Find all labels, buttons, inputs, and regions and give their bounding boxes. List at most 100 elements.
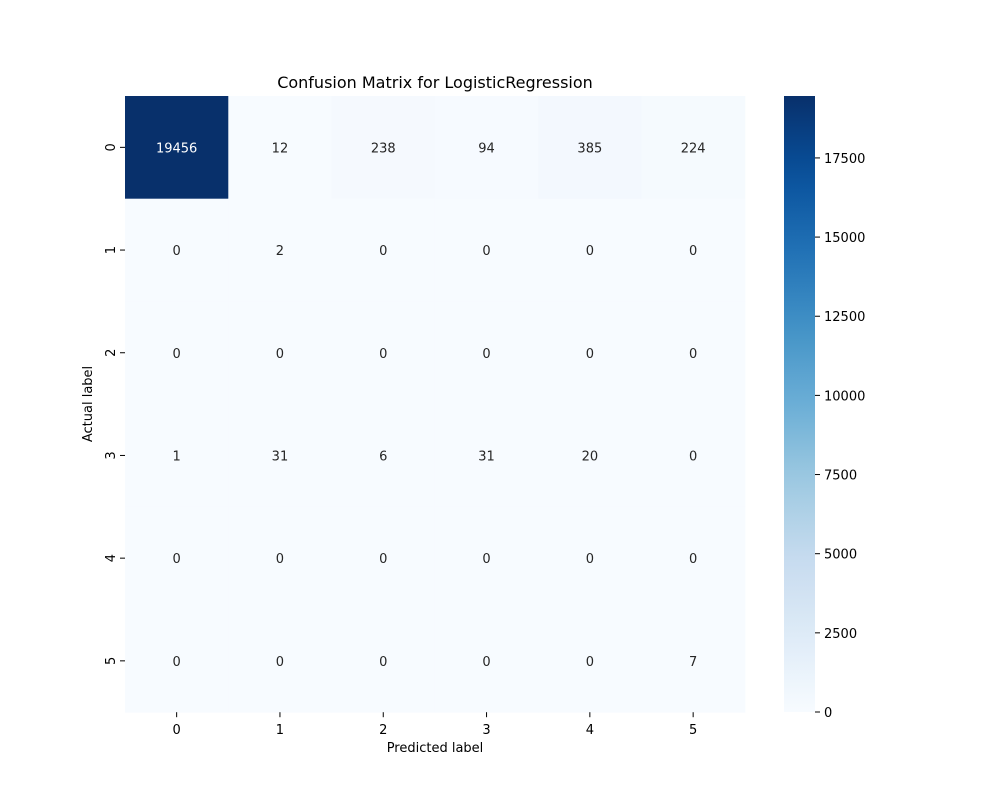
x-tick-label-0: 0 xyxy=(173,723,181,738)
cell-label-5-4: 0 xyxy=(586,655,594,670)
cell-label-2-0: 0 xyxy=(173,347,181,362)
cell-4-5 xyxy=(641,506,746,610)
cell-label-3-0: 1 xyxy=(173,449,181,464)
cell-label-2-4: 0 xyxy=(586,347,594,362)
y-axis-label: Actual label xyxy=(81,366,96,442)
x-tick-label-4: 4 xyxy=(586,723,594,738)
cell-3-2 xyxy=(331,404,436,508)
cell-4-2 xyxy=(331,506,436,610)
cell-label-5-0: 0 xyxy=(173,655,181,670)
cell-3-3 xyxy=(434,404,539,508)
cell-2-4 xyxy=(538,301,642,405)
cell-label-1-0: 0 xyxy=(173,244,181,259)
cell-0-3 xyxy=(434,96,539,200)
colorbar-ticks: 0 2500 5000 7500 10000 12500 15000 17500 xyxy=(815,152,865,721)
cell-4-1 xyxy=(228,506,333,610)
cell-5-0 xyxy=(125,609,229,713)
cell-4-0 xyxy=(125,506,229,610)
cell-label-0-2: 238 xyxy=(371,141,396,156)
cell-1-4 xyxy=(538,198,642,302)
x-tick-label-2: 2 xyxy=(379,723,387,738)
cell-label-0-1: 12 xyxy=(272,141,289,156)
cell-label-0-3: 94 xyxy=(478,141,495,156)
cell-label-0-0: 19456 xyxy=(156,141,197,156)
cell-1-0 xyxy=(125,198,229,302)
cell-label-3-5: 0 xyxy=(689,449,697,464)
cell-label-5-5: 7 xyxy=(689,655,697,670)
cell-label-1-3: 0 xyxy=(482,244,490,259)
cell-label-0-5: 224 xyxy=(681,141,706,156)
cell-3-0 xyxy=(125,404,229,508)
cell-label-5-2: 0 xyxy=(379,655,387,670)
cell-label-2-3: 0 xyxy=(482,347,490,362)
x-axis-label: Predicted label xyxy=(387,741,484,756)
cell-label-1-2: 0 xyxy=(379,244,387,259)
colorbar-tick-label-4: 10000 xyxy=(824,389,865,404)
y-tick-label-0: 0 xyxy=(104,143,119,151)
cell-0-5 xyxy=(641,96,746,200)
cell-label-5-1: 0 xyxy=(276,655,284,670)
y-axis-ticks: 0 1 2 3 4 5 xyxy=(104,143,125,665)
cell-4-4 xyxy=(538,506,642,610)
cell-1-2 xyxy=(331,198,436,302)
y-tick-label-1: 1 xyxy=(104,246,119,254)
x-tick-label-3: 3 xyxy=(482,723,490,738)
cell-3-1 xyxy=(228,404,333,508)
cell-5-1 xyxy=(228,609,333,713)
cell-1-1 xyxy=(228,198,333,302)
cell-2-2 xyxy=(331,301,436,405)
cell-label-0-4: 385 xyxy=(577,141,602,156)
colorbar-tick-label-2: 5000 xyxy=(824,548,857,563)
y-tick-label-2: 2 xyxy=(104,349,119,357)
cell-label-1-4: 0 xyxy=(586,244,594,259)
y-tick-label-5: 5 xyxy=(104,657,119,665)
cell-3-4 xyxy=(538,404,642,508)
cell-label-4-0: 0 xyxy=(173,552,181,567)
x-tick-label-1: 1 xyxy=(276,723,284,738)
cell-label-3-4: 20 xyxy=(582,449,599,464)
cell-label-5-3: 0 xyxy=(482,655,490,670)
chart-title: Confusion Matrix for LogisticRegression xyxy=(277,73,593,92)
y-tick-label-3: 3 xyxy=(104,451,119,459)
cell-0-2 xyxy=(331,96,436,200)
cell-0-0 xyxy=(125,96,229,200)
cell-1-3 xyxy=(434,198,539,302)
cell-0-1 xyxy=(228,96,333,200)
cell-label-4-5: 0 xyxy=(689,552,697,567)
cell-5-4 xyxy=(538,609,642,713)
cell-3-5 xyxy=(641,404,746,508)
colorbar-tick-label-0: 0 xyxy=(824,706,832,721)
cell-label-1-5: 0 xyxy=(689,244,697,259)
cell-5-2 xyxy=(331,609,436,713)
colorbar-tick-label-5: 12500 xyxy=(824,310,865,325)
colorbar-tick-label-3: 7500 xyxy=(824,469,857,484)
heatmap-cells xyxy=(125,96,746,713)
cell-2-0 xyxy=(125,301,229,405)
cell-4-3 xyxy=(434,506,539,610)
cell-label-2-1: 0 xyxy=(276,347,284,362)
colorbar-tick-label-1: 2500 xyxy=(824,627,857,642)
colorbar-tick-label-7: 17500 xyxy=(824,152,865,167)
colorbar-tick-label-6: 15000 xyxy=(824,231,865,246)
cell-label-2-5: 0 xyxy=(689,347,697,362)
cell-2-3 xyxy=(434,301,539,405)
cell-2-5 xyxy=(641,301,746,405)
cell-label-3-1: 31 xyxy=(272,449,289,464)
cell-5-3 xyxy=(434,609,539,713)
cell-label-1-1: 2 xyxy=(276,244,284,259)
x-tick-label-5: 5 xyxy=(689,723,697,738)
cell-label-4-3: 0 xyxy=(482,552,490,567)
x-axis-ticks: 0 1 2 3 4 5 xyxy=(173,712,697,738)
y-tick-label-4: 4 xyxy=(104,554,119,562)
cell-5-5 xyxy=(641,609,746,713)
cell-2-1 xyxy=(228,301,333,405)
cell-label-3-2: 6 xyxy=(379,449,387,464)
cell-label-4-2: 0 xyxy=(379,552,387,567)
cell-0-4 xyxy=(538,96,642,200)
cell-label-4-1: 0 xyxy=(276,552,284,567)
cell-1-5 xyxy=(641,198,746,302)
colorbar xyxy=(784,96,815,712)
cell-label-4-4: 0 xyxy=(586,552,594,567)
